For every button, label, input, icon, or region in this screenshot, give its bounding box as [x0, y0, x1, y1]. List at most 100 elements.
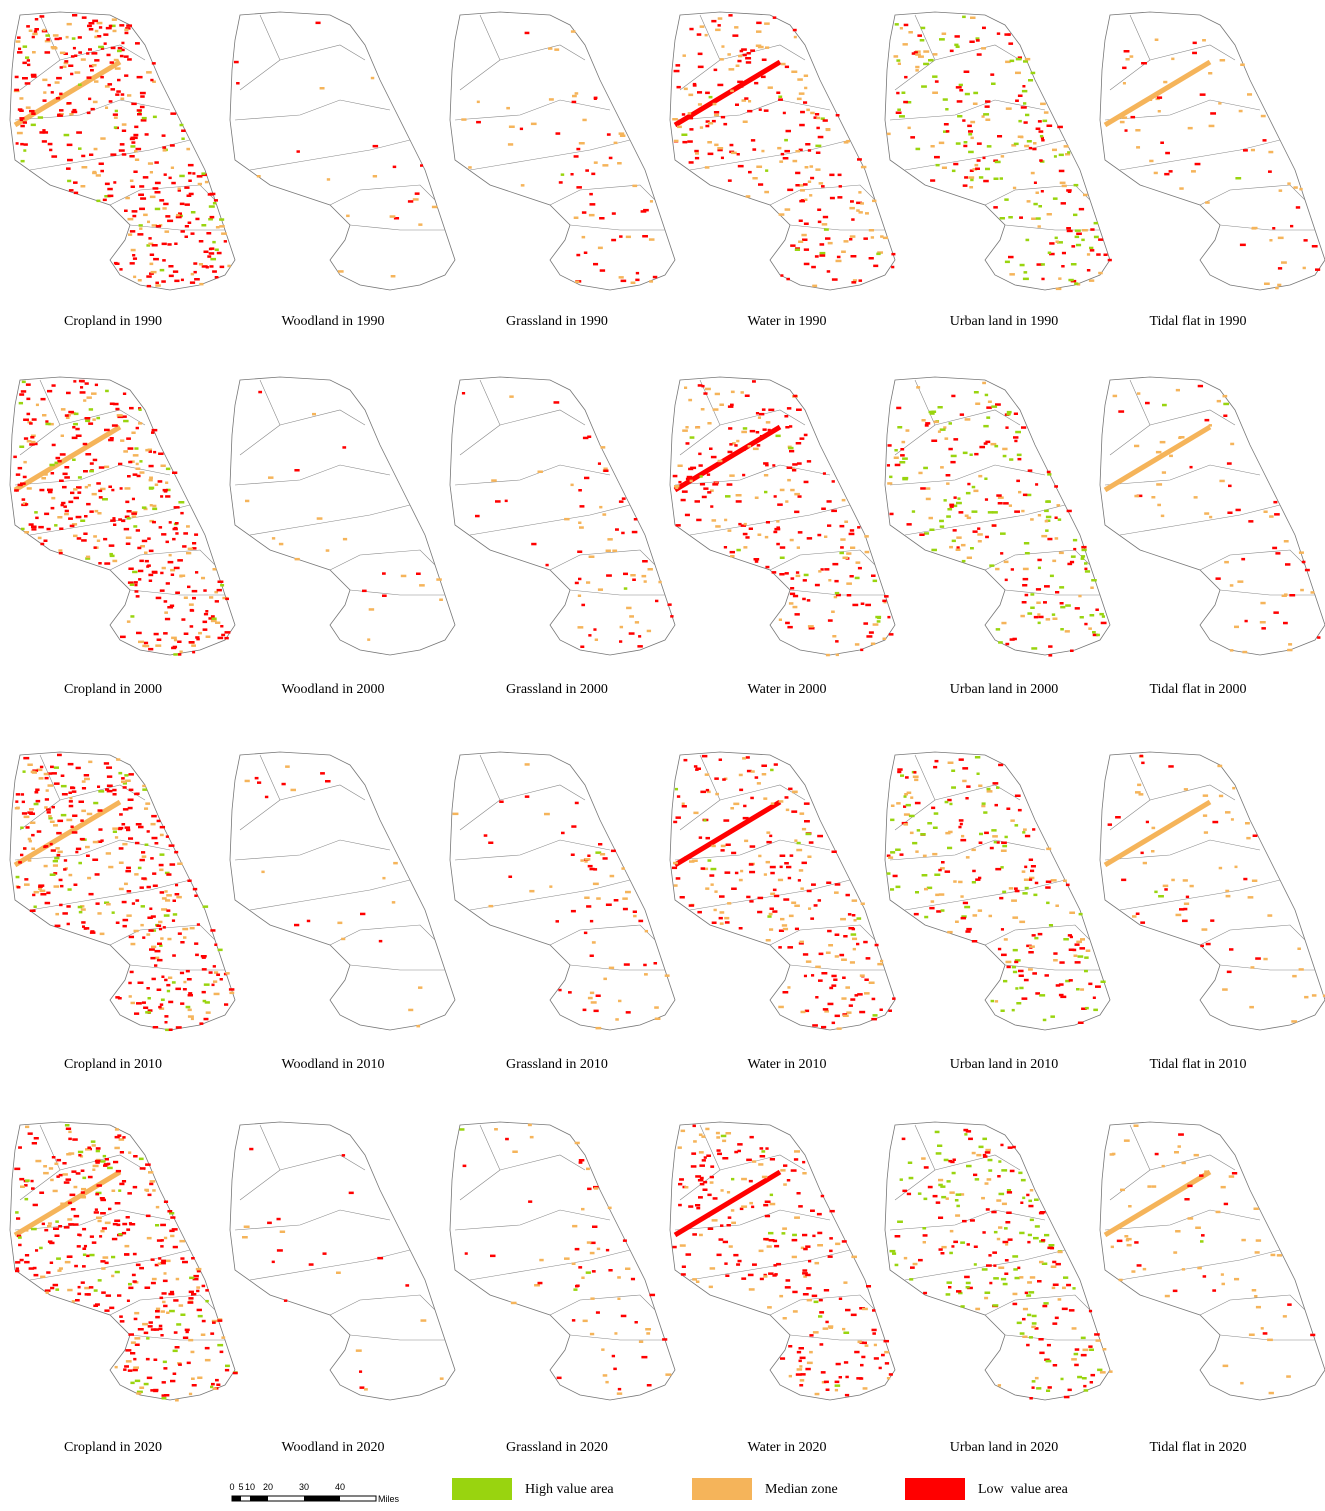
hotspot-cell [195, 953, 199, 957]
hotspot-cell [44, 798, 50, 801]
hotspot-cell [192, 596, 196, 600]
hotspot-cell [45, 789, 49, 792]
hotspot-cell [15, 1261, 21, 1264]
hotspot-cell [1155, 450, 1162, 454]
hotspot-cell [144, 644, 150, 648]
hotspot-cell [1049, 574, 1054, 578]
hotspot-cell [170, 1379, 176, 1383]
hotspot-cell [1022, 277, 1029, 281]
hotspot-cell [742, 532, 748, 536]
hotspot-cell [671, 866, 678, 870]
hotspot-cell [185, 1330, 189, 1334]
hotspot-cell [1070, 555, 1076, 558]
hotspot-cell [944, 800, 949, 804]
hotspot-cell [1047, 473, 1052, 476]
hotspot-cell [70, 72, 74, 76]
hotspot-cell [984, 1296, 989, 1300]
hotspot-cell [146, 244, 151, 247]
hotspot-cell [149, 948, 155, 951]
hotspot-cell [109, 437, 114, 440]
hotspot-cell [1235, 508, 1241, 512]
hotspot-cell [169, 1290, 175, 1294]
hotspot-cell [895, 885, 901, 889]
hotspot-cell [945, 1293, 951, 1296]
hotspot-cell [689, 436, 695, 439]
hotspot-cell [735, 500, 742, 503]
hotspot-cell [124, 1365, 130, 1368]
hotspot-cell [581, 211, 587, 214]
hotspot-cell [136, 631, 142, 635]
hotspot-cell [810, 111, 815, 115]
hotspot-cell [1245, 822, 1250, 825]
hotspot-cell [161, 533, 167, 536]
hotspot-cell [581, 603, 586, 607]
hotspot-cell [719, 58, 724, 61]
map-panel [1099, 1121, 1325, 1401]
hotspot-cell [800, 887, 804, 890]
county-boundary [329, 1294, 436, 1316]
hotspot-cell [78, 147, 82, 150]
hotspot-cell [198, 263, 204, 266]
hotspot-cell [196, 1269, 201, 1273]
hotspot-cell [1168, 170, 1173, 173]
hotspot-cell [1179, 908, 1185, 911]
hotspot-cell [179, 202, 185, 206]
hotspot-cell [188, 641, 195, 644]
hotspot-cell [145, 1163, 151, 1166]
hotspot-cell [1028, 1199, 1033, 1203]
hotspot-cell [580, 645, 585, 648]
hotspot-cell [1099, 612, 1104, 616]
hotspot-cell [1030, 71, 1036, 75]
hotspot-cell [1047, 537, 1053, 541]
hotspot-cell [205, 1011, 211, 1014]
hotspot-cell [965, 797, 969, 800]
hotspot-cell [1251, 1289, 1257, 1292]
hotspot-cell [703, 1156, 707, 1159]
hotspot-cell [727, 1216, 732, 1219]
hotspot-cell [803, 974, 808, 978]
county-boundary [469, 1249, 631, 1281]
hotspot-cell [945, 1197, 949, 1200]
hotspot-cell [1090, 1373, 1096, 1377]
hotspot-cell [834, 591, 840, 595]
hotspot-cell [986, 145, 992, 148]
hotspot-cell [1080, 1353, 1087, 1357]
hotspot-cell [17, 483, 23, 487]
hotspot-cell [1090, 228, 1095, 231]
hotspot-cell [641, 574, 647, 578]
hotspot-cell [808, 907, 812, 910]
county-boundary [234, 464, 391, 486]
hotspot-cell [732, 34, 739, 37]
hotspot-cell [632, 910, 637, 913]
hotspot-cell [439, 1377, 444, 1380]
hotspot-cell [822, 472, 826, 475]
hotspot-cell [140, 197, 147, 200]
hotspot-cell [126, 620, 131, 623]
hotspot-cell [945, 108, 949, 111]
hotspot-cell [152, 115, 157, 119]
hotspot-cell [982, 1137, 988, 1141]
hotspot-cell [828, 944, 834, 947]
hotspot-cell [1217, 764, 1223, 768]
hotspot-cell [870, 236, 875, 239]
hotspot-cell [676, 795, 681, 798]
hotspot-cell [418, 223, 423, 226]
hotspot-cell [48, 815, 52, 818]
hotspot-cell [98, 466, 105, 469]
hotspot-cell [787, 188, 794, 192]
hotspot-cell [972, 168, 978, 171]
hotspot-cell [664, 974, 670, 977]
hotspot-cell [39, 1246, 43, 1250]
hotspot-cell [111, 1274, 115, 1278]
hotspot-cell [796, 97, 802, 101]
hotspot-cell [763, 1203, 769, 1207]
legend: High value area Median zone Low value area [452, 1478, 1069, 1500]
map-caption: Grassland in 2020 [506, 1440, 608, 1455]
hotspot-cell [769, 928, 774, 931]
hotspot-cell [1194, 162, 1201, 166]
hotspot-cell [1261, 627, 1266, 630]
hotspot-cell [947, 846, 953, 850]
hotspot-cell [985, 1208, 990, 1211]
hotspot-cell [687, 112, 692, 115]
hotspot-cell [819, 251, 826, 255]
